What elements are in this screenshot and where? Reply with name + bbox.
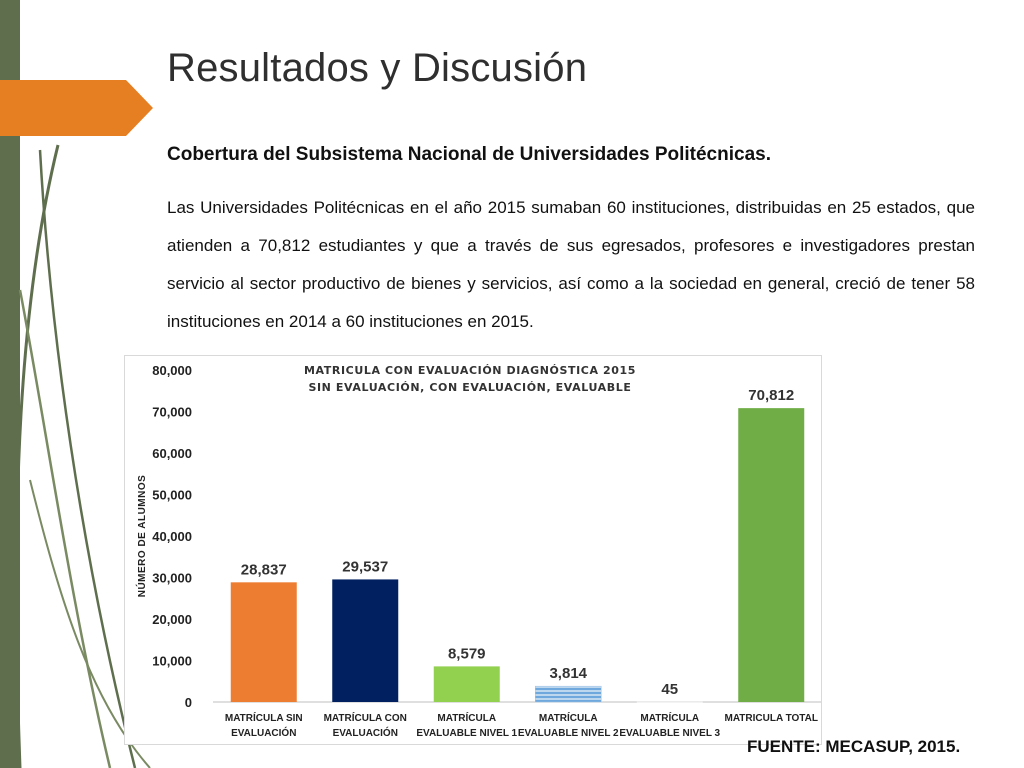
y-tick-label: 40,000: [152, 529, 192, 544]
y-tick-label: 50,000: [152, 488, 192, 503]
x-category-label: EVALUABLE NIVEL 2: [518, 728, 619, 739]
bar-value-label: 28,837: [241, 561, 287, 578]
bar: [332, 579, 399, 702]
bar-value-label: 45: [661, 681, 678, 698]
slide-title: Resultados y Discusión: [167, 46, 588, 90]
x-category-label: MATRÍCULA: [640, 711, 699, 724]
bar: [230, 582, 297, 702]
chart-title-line: SIN EVALUACIÓN, CON EVALUACIÓN, EVALUABL…: [308, 381, 631, 394]
orange-title-tab: [0, 80, 153, 136]
y-tick-label: 0: [185, 695, 192, 710]
x-category-label: MATRÍCULA SIN: [225, 711, 303, 724]
bar: [636, 701, 703, 703]
bar-value-label: 8,579: [448, 645, 486, 662]
source-citation: FUENTE: MECASUP, 2015.: [747, 737, 961, 756]
y-tick-label: 70,000: [152, 405, 192, 420]
x-category-label: MATRÍCULA: [539, 711, 598, 724]
y-tick-label: 80,000: [152, 363, 192, 378]
slide-body-paragraph: Las Universidades Politécnicas en el año…: [167, 198, 975, 331]
x-category-label: EVALUABLE NIVEL 3: [619, 728, 720, 739]
bar: [433, 666, 500, 702]
bar-value-label: 3,814: [549, 665, 587, 682]
y-tick-label: 20,000: [152, 612, 192, 627]
x-category-label: EVALUACIÓN: [231, 726, 296, 739]
y-tick-label: 60,000: [152, 446, 192, 461]
chart-title-line: MATRICULA CON EVALUACIÓN DIAGNÓSTICA 201…: [304, 364, 636, 377]
x-category-label: MATRÍCULA CON: [324, 711, 407, 724]
bar-chart: MATRICULA CON EVALUACIÓN DIAGNÓSTICA 201…: [135, 363, 821, 739]
y-tick-label: 10,000: [152, 654, 192, 669]
bar-value-label: 70,812: [748, 387, 794, 404]
x-category-label: EVALUACIÓN: [333, 726, 398, 739]
y-tick-label: 30,000: [152, 571, 192, 586]
bar-chart-frame: MATRICULA CON EVALUACIÓN DIAGNÓSTICA 201…: [124, 355, 822, 745]
bar: [535, 685, 602, 703]
y-axis-label: NÚMERO DE ALUMNOS: [135, 475, 148, 598]
slide-subtitle: Cobertura del Subsistema Nacional de Uni…: [167, 144, 771, 165]
bar: [738, 408, 805, 702]
x-category-label: MATRICULA TOTAL: [724, 713, 818, 724]
x-category-label: EVALUABLE NIVEL 1: [416, 728, 517, 739]
x-category-label: MATRÍCULA: [437, 711, 496, 724]
bar-value-label: 29,537: [342, 558, 388, 575]
